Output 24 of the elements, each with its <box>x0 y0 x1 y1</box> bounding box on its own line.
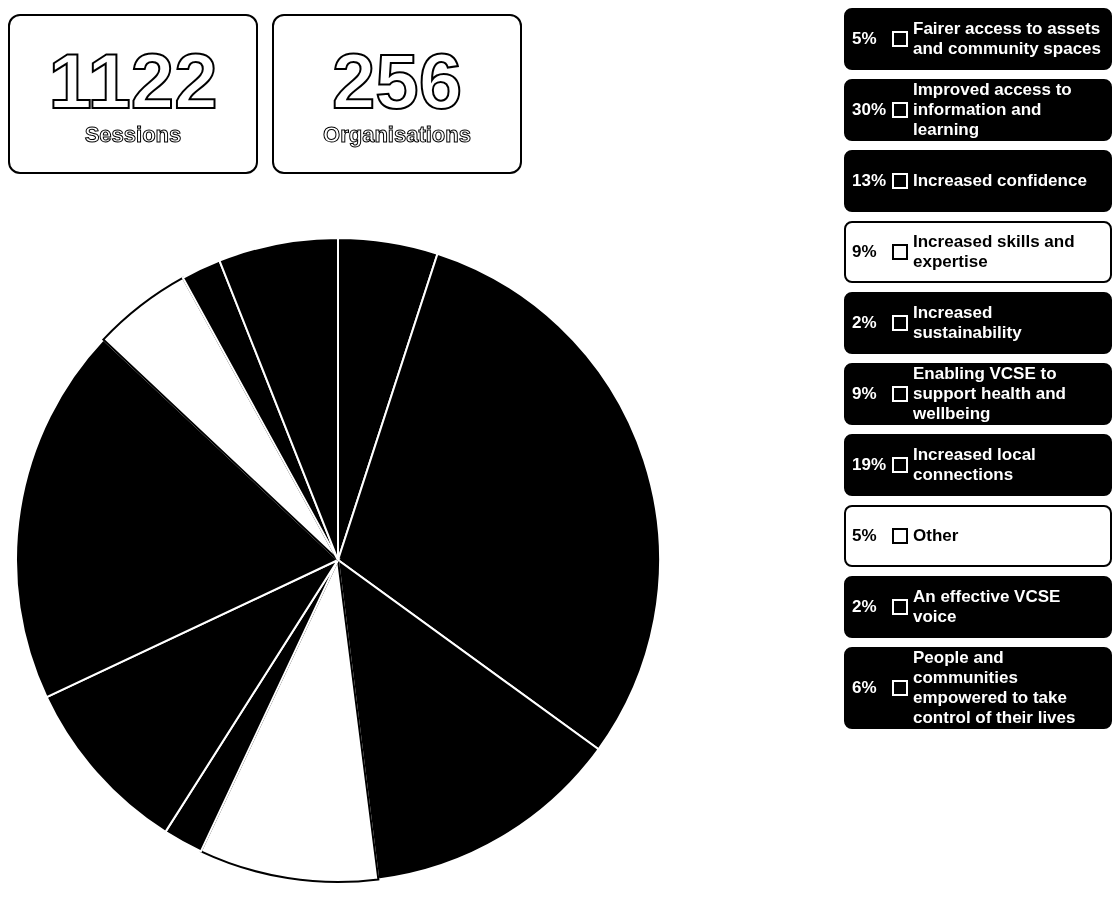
data-label: 19% <box>852 455 888 475</box>
text: Organisations <box>323 122 471 148</box>
legend-label: Increased sustainability <box>913 303 1023 343</box>
data-label: 9% <box>852 242 878 262</box>
data-label: 2% <box>852 597 878 617</box>
data-label: 6% <box>852 678 878 698</box>
data-label: 2% <box>852 313 878 333</box>
legend-label: People and communities empowered to take control of their lives <box>913 648 1077 728</box>
data-label: 5% <box>852 29 878 49</box>
data-label: 5% <box>852 526 878 546</box>
legend-label: An effective VCSE voice <box>913 587 1062 627</box>
legend-label: Improved access to information and learning <box>913 80 1073 140</box>
data-label: 9% <box>852 384 878 404</box>
text: Sessions <box>84 122 182 148</box>
legend-label: Enabling VCSE to support health and wellbeing <box>913 364 1067 424</box>
text: 256 <box>331 37 463 125</box>
legend-label: Increased skills and expertise <box>913 232 1076 272</box>
legend-label: Increased local connections <box>913 445 1037 485</box>
data-label: 30% <box>852 100 888 120</box>
legend-label: Fairer access to assets and community spaces <box>913 19 1102 59</box>
text: 1122 <box>48 37 218 125</box>
legend-label: Other <box>913 526 959 546</box>
legend-label: Increased confidence <box>913 171 1087 191</box>
data-label: 13% <box>852 171 888 191</box>
